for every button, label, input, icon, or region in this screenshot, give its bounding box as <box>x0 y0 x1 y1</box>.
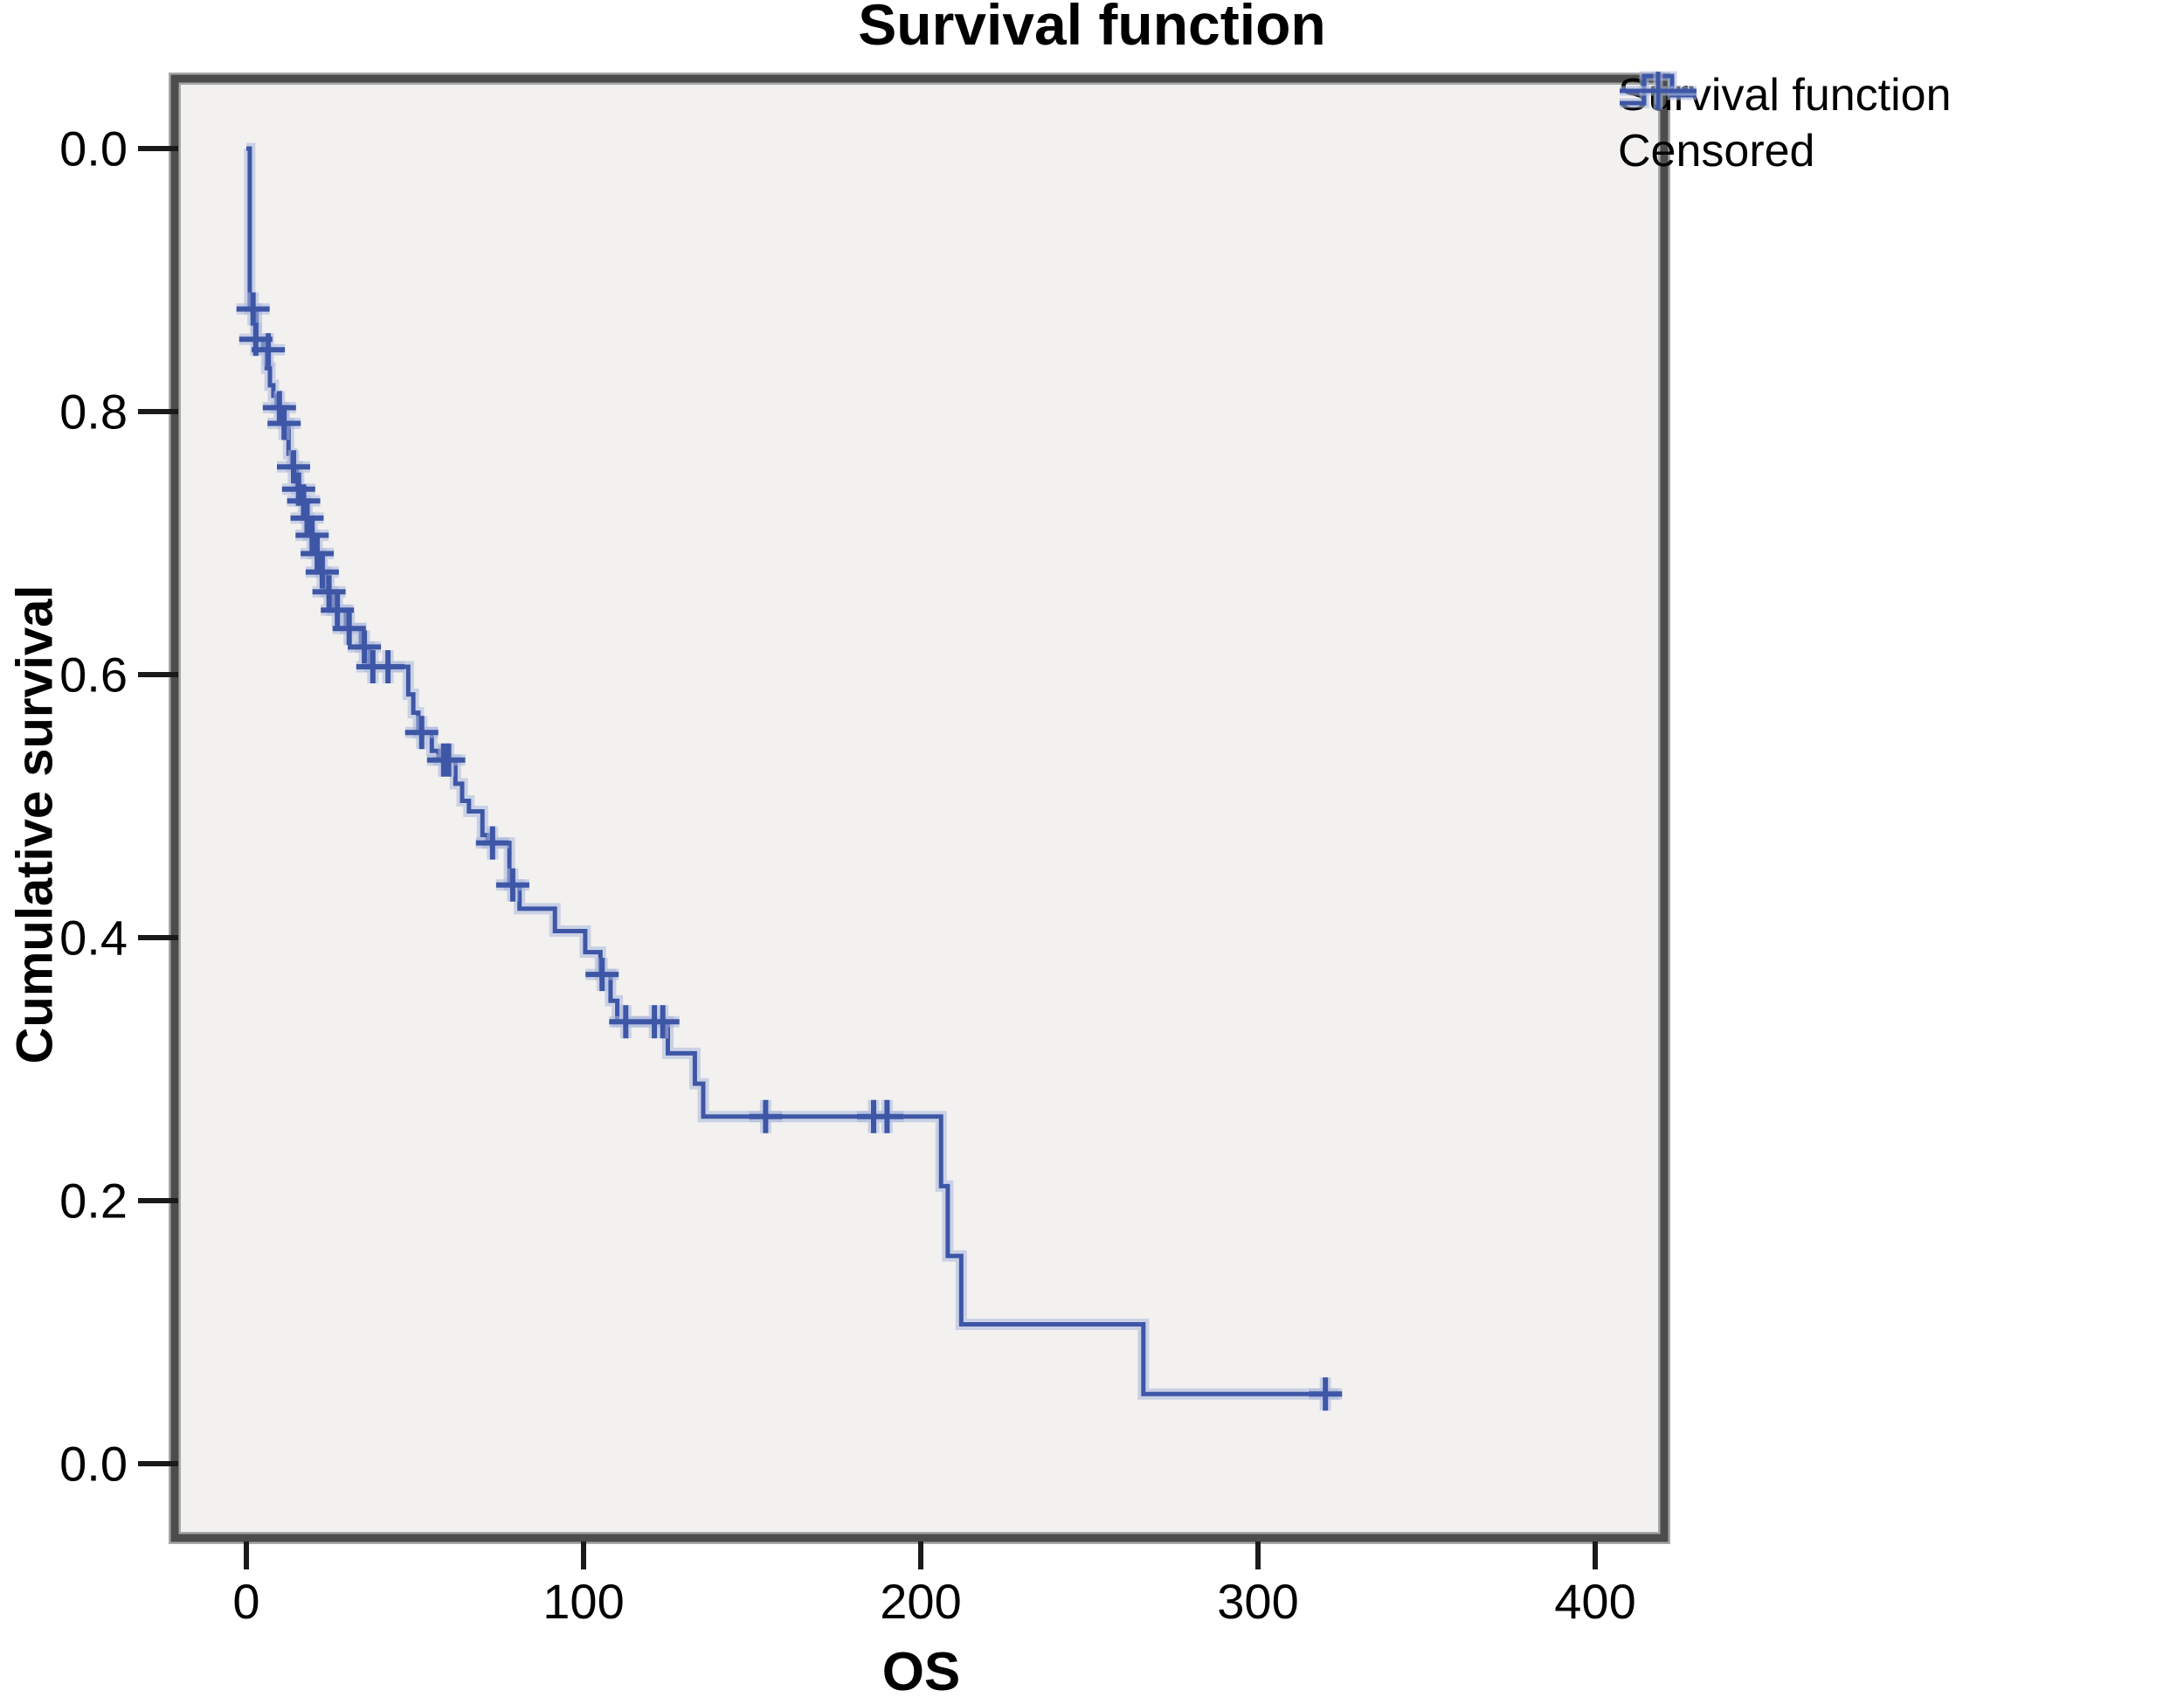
y-axis-ticks: 0.0 0.8 0.6 0.4 0.2 0.0 <box>59 121 178 1492</box>
censor-marks <box>236 292 1343 1411</box>
x-tick-label: 0 <box>232 1574 259 1629</box>
legend: Survival function Censored <box>1618 68 1952 178</box>
plot-area <box>175 79 1664 1538</box>
x-tick-label: 300 <box>1217 1574 1298 1629</box>
x-tick-label: 200 <box>880 1574 961 1629</box>
y-tick-label: 0.2 <box>59 1174 128 1229</box>
y-tick-label: 0.0 <box>59 1437 128 1492</box>
x-tick-label: 100 <box>543 1574 624 1629</box>
y-tick-label: 0.6 <box>59 648 128 703</box>
chart-title: Survival function <box>858 0 1326 57</box>
censor-marks-plus <box>236 292 1343 1411</box>
x-tick-label: 400 <box>1554 1574 1635 1629</box>
plot-frame-border <box>170 74 1669 1542</box>
plot-frame <box>169 73 1670 1544</box>
x-axis-ticks: 0 100 200 300 400 <box>232 1541 1636 1629</box>
censored-plus-icon <box>1620 72 1697 110</box>
y-axis-title: Cumulative survival <box>6 585 64 1064</box>
y-tick-label: 0.8 <box>59 384 128 440</box>
legend-item-censored: Censored <box>1618 72 1952 178</box>
plot-background <box>175 79 1664 1538</box>
x-axis-title: OS <box>881 1642 961 1702</box>
y-tick-label: 0.0 <box>59 121 128 177</box>
y-tick-label: 0.4 <box>59 911 128 966</box>
legend-label-censored: Censored <box>1618 126 1815 177</box>
